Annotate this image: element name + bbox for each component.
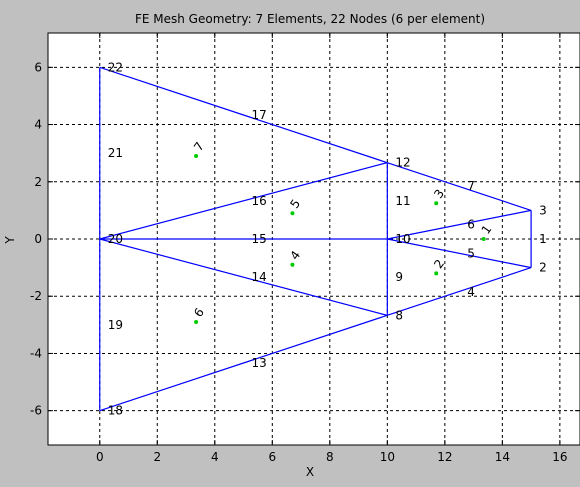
mesh-edge xyxy=(99,267,532,412)
node-label: 1 xyxy=(539,232,547,246)
x-tick-label: 0 xyxy=(96,450,104,464)
node-label: 9 xyxy=(395,270,403,284)
y-axis-label: Y xyxy=(3,236,17,245)
y-tick-label: 2 xyxy=(34,175,42,189)
x-tick-label: 4 xyxy=(211,450,219,464)
node-label: 16 xyxy=(252,194,267,208)
mesh-edge xyxy=(387,238,532,269)
x-tick-label: 2 xyxy=(153,450,161,464)
node-label: 10 xyxy=(395,232,410,246)
node-label: 6 xyxy=(467,218,475,232)
x-tick-label: 16 xyxy=(552,450,567,464)
x-tick-label: 14 xyxy=(495,450,510,464)
y-tick-label: -6 xyxy=(30,404,42,418)
x-tick-label: 6 xyxy=(268,450,276,464)
x-axis-label: X xyxy=(306,465,314,479)
node-label: 2 xyxy=(539,261,547,275)
x-tick-label: 8 xyxy=(326,450,334,464)
element-centroid-marker xyxy=(481,237,486,241)
node-label: 3 xyxy=(539,203,547,217)
node-label: 7 xyxy=(467,179,475,193)
x-tick-label: 12 xyxy=(437,450,452,464)
node-label: 18 xyxy=(108,404,123,418)
element-centroid-marker xyxy=(290,211,295,216)
x-tick-label: 10 xyxy=(380,450,395,464)
node-label: 20 xyxy=(108,232,123,246)
element-centroid-marker xyxy=(194,319,199,324)
element-centroid-marker xyxy=(434,271,439,276)
y-tick-label: 6 xyxy=(34,60,42,74)
y-tick-label: -4 xyxy=(30,346,42,360)
y-tick-label: 4 xyxy=(34,118,42,132)
node-label: 12 xyxy=(395,156,410,170)
node-label: 5 xyxy=(467,246,475,260)
node-label: 19 xyxy=(108,318,123,332)
node-label: 14 xyxy=(252,270,267,284)
mesh-edge xyxy=(99,66,532,211)
node-label: 8 xyxy=(395,308,403,322)
mesh-edge xyxy=(387,209,532,240)
y-tick-label: 0 xyxy=(34,232,42,246)
y-tick-label: -2 xyxy=(30,289,42,303)
node-label: 11 xyxy=(395,194,410,208)
node-label: 15 xyxy=(252,232,267,246)
node-label: 22 xyxy=(108,60,123,74)
mesh-edge xyxy=(99,238,388,316)
node-label: 17 xyxy=(252,108,267,122)
mesh-edge xyxy=(99,162,388,240)
element-centroid-marker xyxy=(434,201,439,206)
node-label: 13 xyxy=(252,356,267,370)
element-centroid-marker xyxy=(194,154,199,159)
chart-title: FE Mesh Geometry: 7 Elements, 22 Nodes (… xyxy=(135,12,485,26)
element-centroid-marker xyxy=(290,262,295,267)
node-label: 4 xyxy=(467,285,475,299)
mesh-lines xyxy=(99,66,532,412)
node-label: 21 xyxy=(108,146,123,160)
